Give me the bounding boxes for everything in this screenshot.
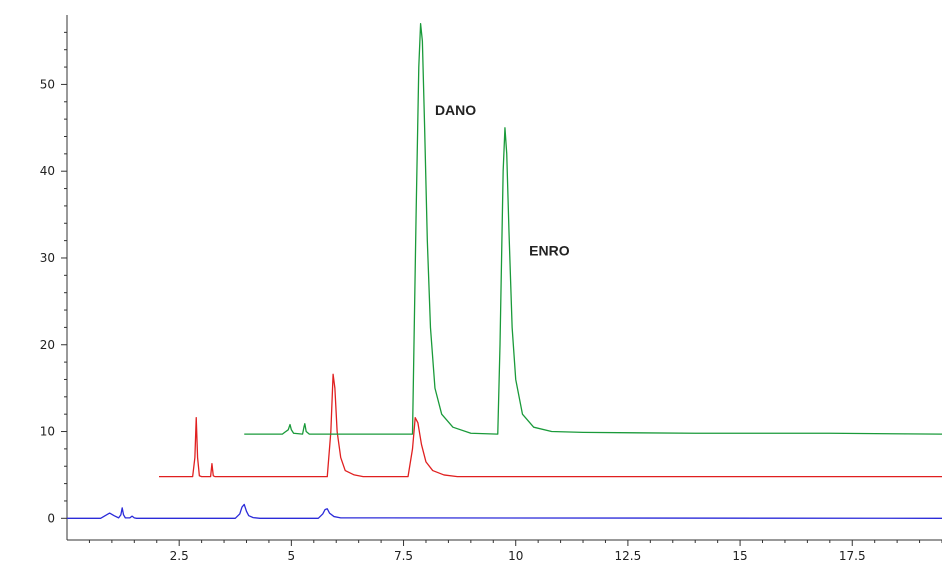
y-tick-label: 40: [40, 164, 55, 178]
x-tick-label: 2.5: [170, 549, 189, 561]
y-tick-label: 50: [40, 77, 55, 91]
x-tick-label: 10: [508, 549, 523, 561]
peak-label-dano: DANO: [435, 102, 476, 118]
traces: [67, 23, 942, 519]
y-tick-label: 30: [40, 251, 55, 265]
y-tick-label: 0: [47, 511, 55, 525]
y-ticks: 0 10 20 30 40 50: [40, 31, 67, 525]
x-tick-label: 12.5: [615, 549, 642, 561]
y-tick-label: 10: [40, 425, 55, 439]
x-tick-label: 5: [288, 549, 296, 561]
peak-label-enro: ENRO: [529, 242, 570, 258]
x-tick-label: 15: [732, 549, 747, 561]
x-ticks: 2.5 5 7.5 10 12.5 15 17.5: [88, 540, 942, 561]
trace-line-1: [67, 503, 942, 519]
annotations: DANO ENRO: [435, 102, 570, 259]
trace-line-2: [158, 373, 942, 478]
trace-line-3: [244, 23, 942, 435]
x-tick-label: 17.5: [839, 549, 866, 561]
x-tick-label: 7.5: [394, 549, 413, 561]
axes: 0 10 20 30 40 50 2.5 5 7.5 10 12.5 15 17.5: [40, 15, 942, 561]
y-tick-label: 20: [40, 338, 55, 352]
